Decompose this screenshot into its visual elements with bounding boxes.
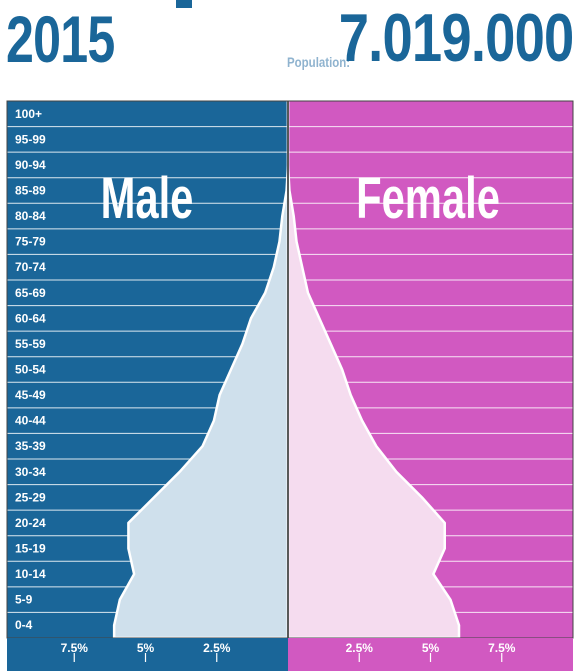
age-label: 0-4 [15,618,33,632]
age-label: 70-74 [15,260,46,274]
age-label: 45-49 [15,388,46,402]
x-tick-label: 2.5% [346,641,374,655]
age-label: 90-94 [15,158,46,172]
x-tick-label: 5% [422,641,440,655]
age-label: 65-69 [15,286,46,300]
title-fragment [176,0,192,8]
population-label: Population: [287,54,351,70]
age-label: 15-19 [15,542,46,556]
age-label: 20-24 [15,516,46,530]
age-label: 5-9 [15,593,33,607]
age-label: 10-14 [15,567,46,581]
age-label: 35-39 [15,439,46,453]
age-label: 95-99 [15,132,46,146]
x-tick-label: 7.5% [61,641,89,655]
age-label: 40-44 [15,414,46,428]
age-label: 85-89 [15,184,46,198]
age-label: 50-54 [15,363,46,377]
age-label: 80-84 [15,209,46,223]
year-label: 2015 [6,2,115,76]
age-label: 100+ [15,107,42,121]
x-tick-label: 5% [137,641,155,655]
age-label: 60-64 [15,311,46,325]
x-tick-label: 7.5% [488,641,516,655]
population-value: 7.019.000 [339,0,575,76]
age-label: 25-29 [15,490,46,504]
age-label: 55-59 [15,337,46,351]
female-panel-label: Female [356,165,500,230]
x-axis-strip-male [7,638,288,671]
age-label: 30-34 [15,465,46,479]
age-label: 75-79 [15,235,46,249]
x-tick-label: 2.5% [203,641,231,655]
male-panel-label: Male [101,165,194,230]
